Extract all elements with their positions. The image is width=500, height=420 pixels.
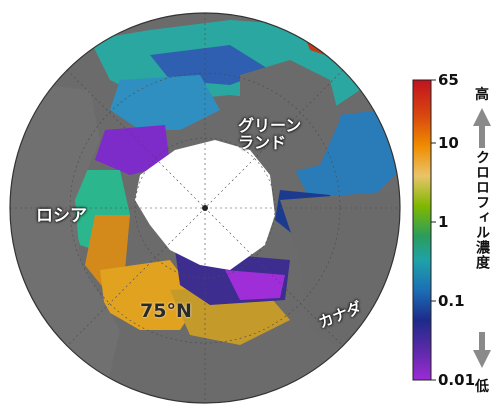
colorbar-gradient [412, 79, 432, 381]
label-latitude-75n: 75°N [140, 300, 192, 322]
label-chlorophyll-concentration: クロロフィル濃度 [474, 150, 490, 270]
label-russia: ロシア [36, 206, 87, 226]
colorbar-tick-0.01: 0.01 [438, 371, 476, 389]
colorbar-tick-1: 1 [438, 213, 449, 231]
scale-arrows [473, 108, 491, 368]
colorbar-tick-0.1: 0.1 [438, 292, 465, 310]
greenland-landmass [240, 60, 340, 175]
arrow-up-icon [473, 108, 491, 126]
map-outline [9, 12, 401, 404]
label-low: 低 [475, 379, 489, 395]
ocean-barents-patch [110, 75, 220, 130]
colorbar-tick-10: 10 [438, 134, 459, 152]
label-high: 高 [475, 87, 489, 103]
colorbar-ticks [431, 79, 436, 381]
arrow-down-icon [473, 350, 491, 368]
colorbar-tick-65: 65 [438, 71, 459, 89]
label-greenland: グリーン ランド [238, 116, 302, 152]
north-pole-marker [202, 205, 208, 211]
ocean-east-siberian-orange [100, 260, 200, 330]
ocean-violet-patch [225, 270, 285, 300]
ocean-purple-patch-north [95, 125, 170, 175]
